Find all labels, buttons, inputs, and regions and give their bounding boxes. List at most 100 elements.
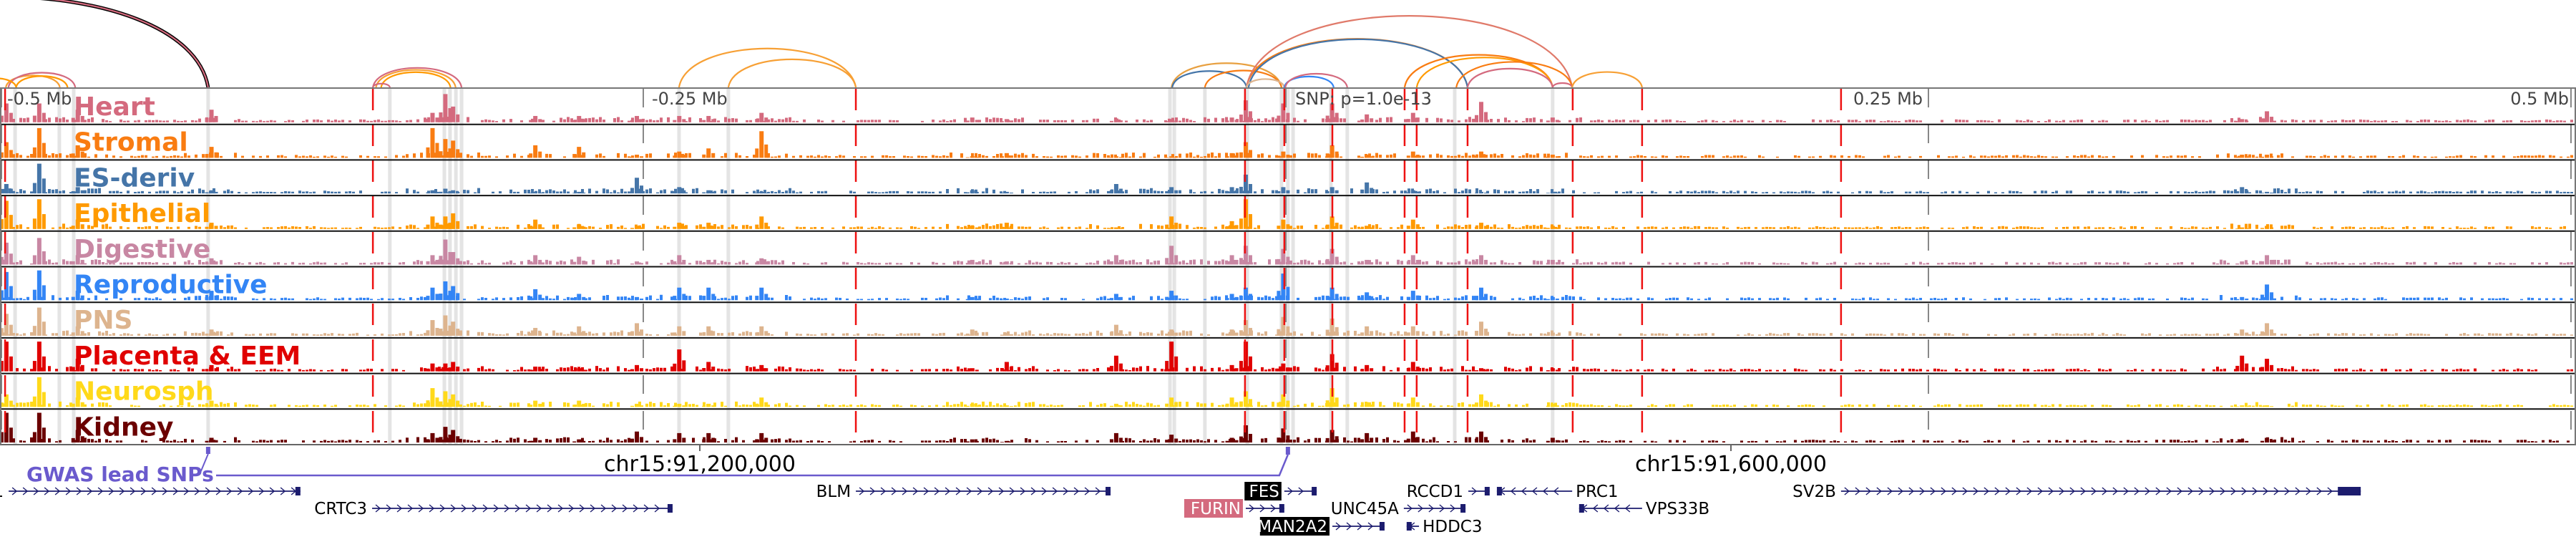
signal-peak-shoulder xyxy=(1277,368,1281,372)
strand-arrow-right-icon xyxy=(2327,487,2333,495)
axis-label-minus-0-5mb: -0.5 Mb xyxy=(7,89,72,109)
signal-peak xyxy=(209,258,214,265)
gene-furin[interactable]: FURIN xyxy=(1184,499,1284,518)
signal-peak-shoulder xyxy=(1248,255,1252,265)
signal-peak-shoulder xyxy=(1234,368,1239,372)
signal-peak-shoulder xyxy=(529,226,533,229)
signal-peak-shoulder xyxy=(456,114,460,122)
signal-peak-shoulder xyxy=(205,296,209,301)
signal-peak xyxy=(635,431,640,442)
strand-arrow-right-icon xyxy=(568,504,575,513)
signal-peak-shoulder xyxy=(456,191,460,194)
strand-arrow-right-icon xyxy=(1367,522,1374,531)
strand-arrow-right-icon xyxy=(902,487,908,495)
signal-peak xyxy=(1004,223,1009,229)
gene-unc45a[interactable]: UNC45A xyxy=(1331,500,1466,518)
signal-peak xyxy=(1113,294,1118,301)
signal-peak-shoulder xyxy=(1277,155,1281,158)
signal-peak-shoulder xyxy=(1325,365,1330,372)
gene-vps33b[interactable]: VPS33B xyxy=(1579,500,1709,518)
gene-rccd1[interactable]: RCCD1 xyxy=(1407,483,1490,501)
signal-peak xyxy=(635,115,640,122)
strand-arrow-right-icon xyxy=(130,487,136,495)
signal-peak-shoulder xyxy=(205,154,209,158)
strand-arrow-right-icon xyxy=(450,504,457,513)
gene-label: BLM xyxy=(816,483,851,501)
strand-arrow-right-icon xyxy=(1994,487,2000,495)
gene-man2a2[interactable]: MAN2A2 xyxy=(1257,517,1385,536)
signal-peak-shoulder xyxy=(0,361,4,372)
signal-peak-shoulder xyxy=(640,156,644,158)
strand-arrow-right-icon xyxy=(2037,487,2043,495)
signal-peak-shoulder xyxy=(2235,263,2240,265)
strand-arrow-left-icon xyxy=(1614,504,1620,513)
signal-peak-shoulder xyxy=(1234,402,1239,407)
signal-peak xyxy=(4,142,9,158)
signal-peak-shoulder xyxy=(2260,156,2265,158)
signal-peak-shoulder xyxy=(2245,440,2249,442)
signal-peak xyxy=(2265,437,2270,442)
signal-peak-shoulder xyxy=(2235,441,2240,442)
gene-crtc3[interactable]: CRTC3 xyxy=(314,500,673,518)
signal-peak xyxy=(1229,364,1234,372)
strand-arrow-right-icon xyxy=(1450,504,1455,513)
signal-peak-shoulder xyxy=(1225,226,1229,229)
gene-blm[interactable]: BLM xyxy=(816,483,1111,501)
signal-peak-shoulder xyxy=(1555,369,1559,372)
signal-peak-shoulder xyxy=(205,440,209,442)
signal-peak-shoulder xyxy=(1174,295,1179,301)
signal-peak-shoulder xyxy=(1360,228,1365,229)
signal-peak-shoulder xyxy=(205,405,209,407)
signal-peak-shoulder xyxy=(1325,329,1330,336)
gene-1[interactable]: 1 xyxy=(0,483,301,501)
strand-arrow-right-icon xyxy=(1249,504,1255,513)
signal-peak xyxy=(36,270,42,301)
signal-peak-shoulder xyxy=(1009,406,1013,407)
signal-peak-shoulder xyxy=(0,432,4,442)
gene-fes[interactable]: FES xyxy=(1244,482,1317,501)
signal-peak xyxy=(1169,246,1174,265)
gene-label: UNC45A xyxy=(1331,500,1399,518)
strand-arrow-right-icon xyxy=(108,487,114,495)
strand-arrow-right-icon xyxy=(2005,487,2011,495)
gene-sv2b[interactable]: SV2B xyxy=(1792,483,2361,501)
gene-hddc3[interactable]: HDDC3 xyxy=(1406,518,1483,536)
signal-peak xyxy=(36,307,42,336)
signal-peak xyxy=(1365,182,1370,194)
signal-peak xyxy=(443,391,448,407)
signal-peak xyxy=(970,226,975,229)
signal-peak-shoulder xyxy=(1406,296,1410,301)
signal-peak xyxy=(635,403,640,407)
signal-peak-shoulder xyxy=(1286,190,1290,194)
signal-peak-shoulder xyxy=(711,119,716,122)
signal-peak-shoulder xyxy=(1360,156,1365,158)
axis-label-snp-pvalue: SNP: p=1.0e-13 xyxy=(1295,89,1432,109)
signal-peak xyxy=(759,364,764,372)
signal-peak-shoulder xyxy=(1555,440,1559,442)
signal-peak-shoulder xyxy=(640,299,644,301)
signal-peak-shoulder xyxy=(1360,297,1365,301)
gene-label: SV2B xyxy=(1792,483,1836,501)
signal-peak xyxy=(759,131,764,158)
signal-peak-shoulder xyxy=(1000,226,1004,229)
signal-peak xyxy=(430,432,435,442)
loop-arc xyxy=(0,77,17,88)
signal-peak-shoulder xyxy=(711,437,716,442)
signal-peak xyxy=(1169,342,1174,372)
strand-arrow-right-icon xyxy=(2134,487,2140,495)
signal-peak-shoulder xyxy=(1109,365,1113,372)
signal-peak-shoulder xyxy=(2235,365,2240,372)
signal-peak-shoulder xyxy=(1165,333,1169,336)
signal-peak xyxy=(451,362,456,372)
signal-peak xyxy=(1478,151,1483,158)
signal-peak-shoulder xyxy=(32,289,36,301)
signal-peak xyxy=(2240,227,2245,229)
signal-peak-shoulder xyxy=(965,441,970,442)
signal-peak xyxy=(706,287,711,301)
signal-peak-shoulder xyxy=(80,402,84,407)
gene-prc1[interactable]: PRC1 xyxy=(1496,483,1619,501)
signal-peak-shoulder xyxy=(2270,406,2274,407)
strand-arrow-right-icon xyxy=(1041,487,1048,495)
signal-peak-shoulder xyxy=(682,294,686,301)
signal-peak xyxy=(533,219,538,229)
